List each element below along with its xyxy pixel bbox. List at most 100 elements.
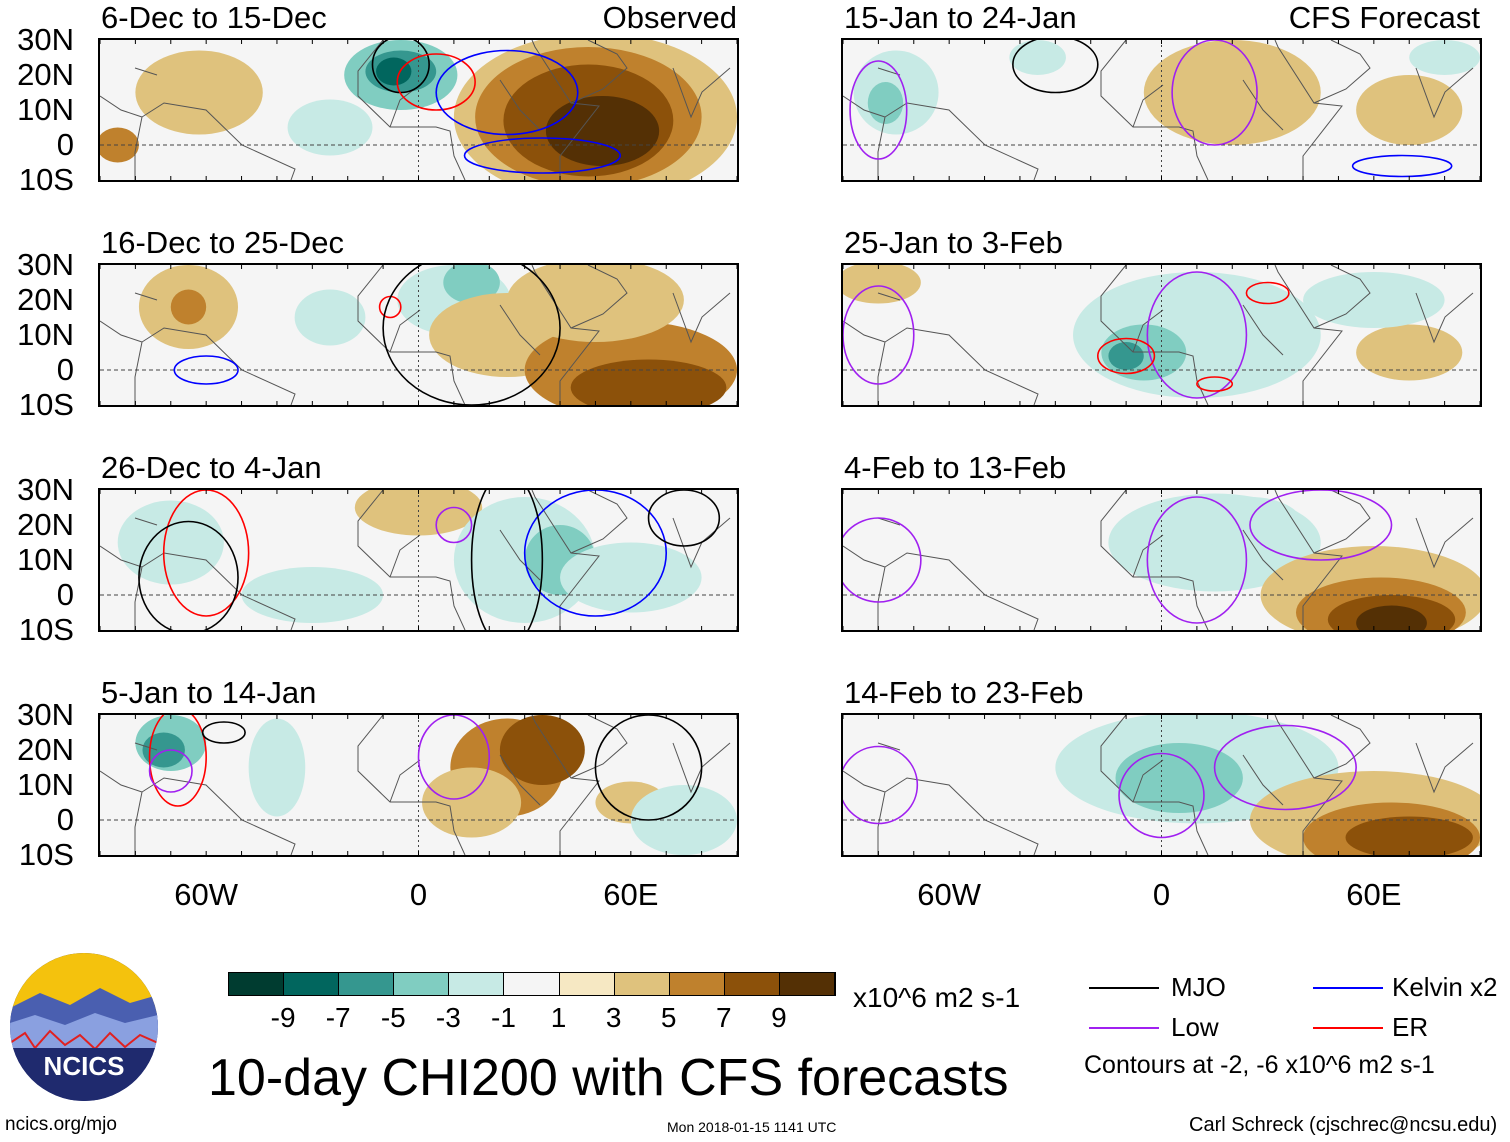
map-panel — [98, 38, 739, 182]
colorbar-tick-label: -7 — [325, 1002, 351, 1033]
map-panel — [841, 263, 1482, 407]
timestamp: Mon 2018-01-15 1141 UTC — [667, 1119, 837, 1135]
lat-tick-label: 10S — [18, 387, 74, 422]
anomaly-fill — [100, 127, 139, 163]
anomaly-fill — [294, 289, 366, 346]
legend-label-low: Low — [1171, 1012, 1219, 1042]
contour-low — [1146, 271, 1248, 399]
anomaly-fill — [1356, 75, 1463, 145]
lat-tick-label: 10N — [17, 317, 74, 352]
lon-tick-label: 60W — [174, 877, 239, 912]
panel-group-header: CFS Forecast — [1288, 0, 1480, 35]
anomaly-fill — [506, 265, 684, 342]
colorbar-tick-label: 5 — [660, 1002, 677, 1033]
contour-low — [849, 60, 908, 160]
contour-mjo — [382, 265, 561, 405]
contour-low — [1249, 490, 1393, 561]
lat-tick-label: 0 — [56, 577, 74, 612]
anomaly-fill — [867, 82, 904, 124]
coastline — [100, 40, 731, 180]
lat-tick-label: 30N — [17, 247, 74, 282]
lat-tick-label: 30N — [17, 22, 74, 57]
colorbar-swatch — [779, 973, 835, 995]
contour-kelvin — [523, 490, 668, 617]
legend-line-mjo — [1089, 987, 1159, 989]
anomaly-fill — [117, 500, 224, 585]
anomaly-fill — [1143, 40, 1321, 145]
legend-label-kelvin: Kelvin x2 — [1392, 972, 1498, 1002]
colorbar-swatch — [284, 973, 340, 995]
coastline — [843, 490, 1474, 630]
lat-tick-label: 0 — [56, 802, 74, 837]
anomaly-fill — [843, 265, 921, 304]
contour-er — [396, 53, 476, 111]
contour-low — [1118, 752, 1205, 839]
colorbar-tick-label: -5 — [380, 1002, 406, 1033]
coastline — [843, 40, 1474, 180]
colorbar-tick-label: -1 — [491, 1002, 516, 1033]
colorbar-swatch — [339, 973, 395, 995]
colorbar-tick-label: 3 — [605, 1002, 622, 1033]
lon-tick-label: 60E — [603, 877, 659, 912]
contour-mjo — [594, 715, 703, 821]
lat-tick-label: 20N — [17, 57, 74, 92]
colorbar-tick-label: 1 — [550, 1002, 567, 1033]
lat-tick-label: 10N — [17, 92, 74, 127]
colorbar-swatch — [394, 973, 450, 995]
map-panel — [841, 38, 1482, 182]
contour-er — [1245, 281, 1290, 305]
anomaly-fill — [560, 542, 702, 613]
contour-mjo — [647, 490, 721, 547]
lat-tick-label: 30N — [17, 697, 74, 732]
coastline — [843, 715, 1474, 855]
contour-er — [162, 490, 250, 617]
anomaly-fill — [376, 57, 412, 86]
contour-low — [417, 715, 491, 800]
ncics-logo: NCICS — [10, 953, 158, 1101]
contour-er — [148, 715, 207, 807]
lat-tick-label: 10S — [18, 837, 74, 872]
lon-tick-label: 0 — [1152, 877, 1171, 912]
colorbar-tick-label: -3 — [435, 1002, 461, 1033]
map-panel — [841, 713, 1482, 857]
anomaly-fill — [287, 99, 373, 156]
colorbar-swatch — [504, 973, 560, 995]
anomaly-fill — [1356, 324, 1463, 381]
panel-group-header: Observed — [602, 0, 737, 35]
lat-tick-label: 20N — [17, 507, 74, 542]
panel-title: 15-Jan to 24-Jan — [844, 0, 1077, 35]
panel-title: 26-Dec to 4-Jan — [101, 450, 322, 485]
anomaly-fill — [354, 490, 483, 536]
anomaly-fill — [1115, 743, 1243, 813]
lat-tick-label: 10S — [18, 162, 74, 197]
legend-line-er — [1313, 1027, 1383, 1029]
map-panel — [841, 488, 1482, 632]
anomaly-fill — [1345, 816, 1473, 855]
colorbar-units: x10^6 m2 s-1 — [853, 982, 1021, 1013]
legend-label-mjo: MJO — [1171, 972, 1226, 1002]
coastline — [100, 715, 731, 855]
contour-kelvin — [1351, 154, 1453, 178]
colorbar-tick-label: 9 — [771, 1002, 787, 1033]
anomaly-fill — [1409, 40, 1480, 75]
map-panel — [98, 713, 739, 857]
panel-title: 5-Jan to 14-Jan — [101, 675, 317, 710]
panel-title: 16-Dec to 25-Dec — [101, 225, 344, 260]
colorbar-swatch — [449, 973, 505, 995]
source-url[interactable]: ncics.org/mjo — [5, 1114, 117, 1135]
contour-low — [843, 517, 922, 603]
coastline — [100, 265, 731, 405]
anomaly-fill — [135, 50, 263, 135]
contour-kelvin — [435, 49, 579, 136]
colorbar-swatch — [229, 973, 285, 995]
contour-low — [1213, 724, 1357, 811]
anomaly-fill — [170, 289, 207, 325]
contour-low — [1171, 40, 1258, 146]
lat-tick-label: 20N — [17, 732, 74, 767]
contour-kelvin — [463, 137, 622, 174]
anomaly-fill — [499, 715, 585, 785]
legend-line-kelvin — [1313, 987, 1383, 989]
colorbar-swatch — [724, 973, 780, 995]
coastline — [843, 265, 1474, 405]
colorbar-tick-label: 7 — [716, 1002, 732, 1033]
